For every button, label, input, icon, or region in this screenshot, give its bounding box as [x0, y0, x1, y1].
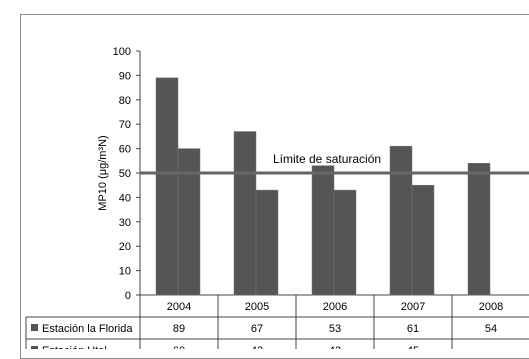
y-tick-label: 70: [119, 119, 131, 131]
data-label: 53: [329, 323, 341, 335]
threshold-label: Límite de saturación: [273, 152, 381, 166]
data-label: 45: [407, 345, 419, 349]
y-tick-label: 0: [125, 290, 131, 302]
legend-swatch: [31, 324, 38, 331]
data-label: 60: [173, 345, 185, 349]
y-tick-label: 40: [119, 192, 131, 204]
x-tick-label: 2004: [167, 301, 191, 313]
bar: [233, 131, 257, 296]
y-tick-label: 20: [119, 241, 131, 253]
x-tick-label: 2006: [323, 301, 347, 313]
bars: [155, 77, 491, 296]
y-tick-label: 60: [119, 144, 131, 156]
bar: [389, 145, 413, 296]
y-tick-label: 80: [119, 95, 131, 107]
bar: [467, 162, 491, 296]
y-axis-label: MP10 (μg/m³N): [97, 135, 109, 210]
legend-label: Estación la Florida: [42, 323, 133, 335]
x-tick-label: 2007: [401, 301, 425, 313]
x-tick-label: 2005: [245, 301, 269, 313]
y-tick-label: 30: [119, 217, 131, 229]
bar: [155, 77, 179, 296]
data-label: 61: [407, 323, 419, 335]
data-label: 67: [251, 323, 263, 335]
data-table: 2004 2005 2006 2007 2008 Estación la Florida 8…: [25, 295, 529, 349]
y-tick-label: 50: [119, 168, 131, 180]
bar: [177, 148, 201, 296]
bar: [311, 165, 335, 296]
threshold-line-group: Límite de saturación: [140, 152, 529, 175]
y-tick-label: 10: [119, 266, 131, 278]
y-tick-label: 90: [119, 70, 131, 82]
data-label: 43: [251, 345, 263, 349]
bar-chart: 0 10 20 30 40 50 60 70 80 90 100 Límite de saturac…: [25, 46, 529, 349]
legend-label: Estación Utal: [42, 345, 107, 349]
y-tick-label: 100: [113, 46, 131, 58]
bar: [255, 189, 279, 296]
legend-swatch: [31, 346, 38, 349]
data-label: 89: [173, 323, 185, 335]
data-label: 43: [329, 345, 341, 349]
data-label: 54: [485, 323, 497, 335]
x-tick-label: 2008: [479, 301, 503, 313]
axes: 0 10 20 30 40 50 60 70 80 90 100: [113, 46, 529, 302]
bar: [333, 189, 357, 296]
bar: [411, 184, 435, 296]
